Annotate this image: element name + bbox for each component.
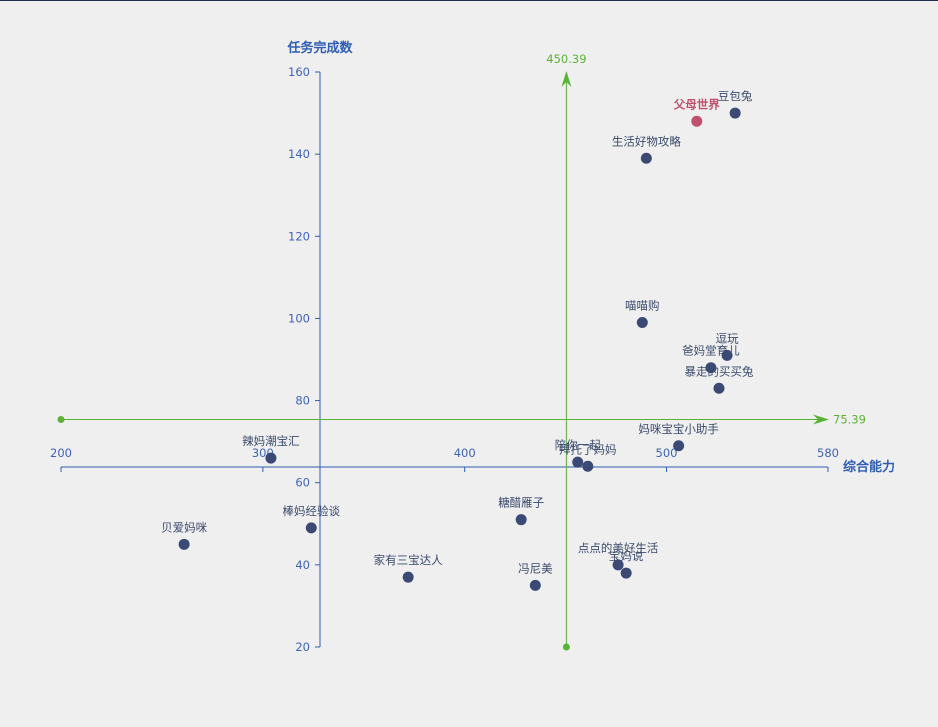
data-point <box>515 514 527 526</box>
horizontal-reference-label: 75.39 <box>833 413 866 427</box>
data-point <box>705 362 717 374</box>
data-point <box>636 317 648 329</box>
data-point <box>265 452 277 464</box>
y-tick-label: 20 <box>295 640 310 654</box>
data-point-label: 生活好物攻略 <box>612 134 681 148</box>
data-point-label: 陪你一起 <box>555 438 601 452</box>
data-point-label: 拜托了妈妈 <box>559 442 617 456</box>
x-axis-title: 综合能力 <box>843 459 895 475</box>
data-point <box>620 567 632 579</box>
points-layer: 豆包兔父母世界生活好物攻略喵喵购逗玩爸妈堂育儿暴走的买买兔妈咪宝宝小助手辣妈潮宝… <box>161 89 754 591</box>
data-point <box>612 559 624 571</box>
data-point-label: 冯尼美 <box>518 561 553 575</box>
data-point <box>721 349 733 361</box>
data-point <box>691 115 703 127</box>
data-point-label: 豆包兔 <box>718 89 753 103</box>
y-tick-label: 80 <box>295 394 310 408</box>
data-point <box>713 382 725 394</box>
vertical-reference-label: 450.39 <box>546 52 586 66</box>
data-point <box>582 460 594 472</box>
x-tick-label: 200 <box>50 446 72 460</box>
data-point-label: 爸妈堂育儿 <box>682 344 740 358</box>
y-tick-label: 100 <box>288 311 310 325</box>
y-tick-label: 60 <box>295 476 310 490</box>
axes-layer: 任务完成数 综合能力 200 300 400 500 58020406080100120… <box>50 40 895 654</box>
data-point-label: 宝妈说 <box>609 549 644 563</box>
vertical-reference-start-dot <box>562 643 570 651</box>
data-point-label: 点点的美好生活 <box>578 541 659 555</box>
data-point-label: 妈咪宝宝小助手 <box>638 422 719 436</box>
data-point-label: 喵喵购 <box>625 299 660 313</box>
data-point-label: 家有三宝达人 <box>374 553 443 567</box>
reference-lines: 450.39 75.39 <box>57 52 866 651</box>
data-point <box>402 571 414 583</box>
y-tick-label: 160 <box>288 65 310 79</box>
data-point <box>529 579 541 591</box>
data-point <box>729 107 741 119</box>
y-axis-title: 任务完成数 <box>286 40 353 56</box>
data-point <box>305 522 317 534</box>
data-point-label: 逗玩 <box>716 331 739 345</box>
x-tick-label: 580 <box>817 446 839 460</box>
data-point-label: 暴走的买买兔 <box>685 364 754 378</box>
data-point-label: 棒妈经验谈 <box>283 504 341 518</box>
y-tick-label: 140 <box>288 147 310 161</box>
horizontal-reference-start-dot <box>57 416 65 424</box>
vertical-reference-arrow <box>561 71 572 87</box>
data-point <box>572 456 584 468</box>
data-point-label: 辣妈潮宝汇 <box>242 434 300 448</box>
data-point-label: 贝爱妈咪 <box>161 520 207 534</box>
data-point-label: 糖醋雁子 <box>498 496 544 510</box>
y-tick-label: 120 <box>288 229 310 243</box>
data-point <box>640 152 652 164</box>
x-tick-label: 500 <box>656 446 678 460</box>
data-point <box>178 538 190 550</box>
data-point-label: 父母世界 <box>673 97 720 111</box>
x-tick-label: 400 <box>454 446 476 460</box>
horizontal-reference-arrow <box>813 414 829 425</box>
data-point <box>673 440 685 452</box>
y-tick-label: 40 <box>295 558 310 572</box>
